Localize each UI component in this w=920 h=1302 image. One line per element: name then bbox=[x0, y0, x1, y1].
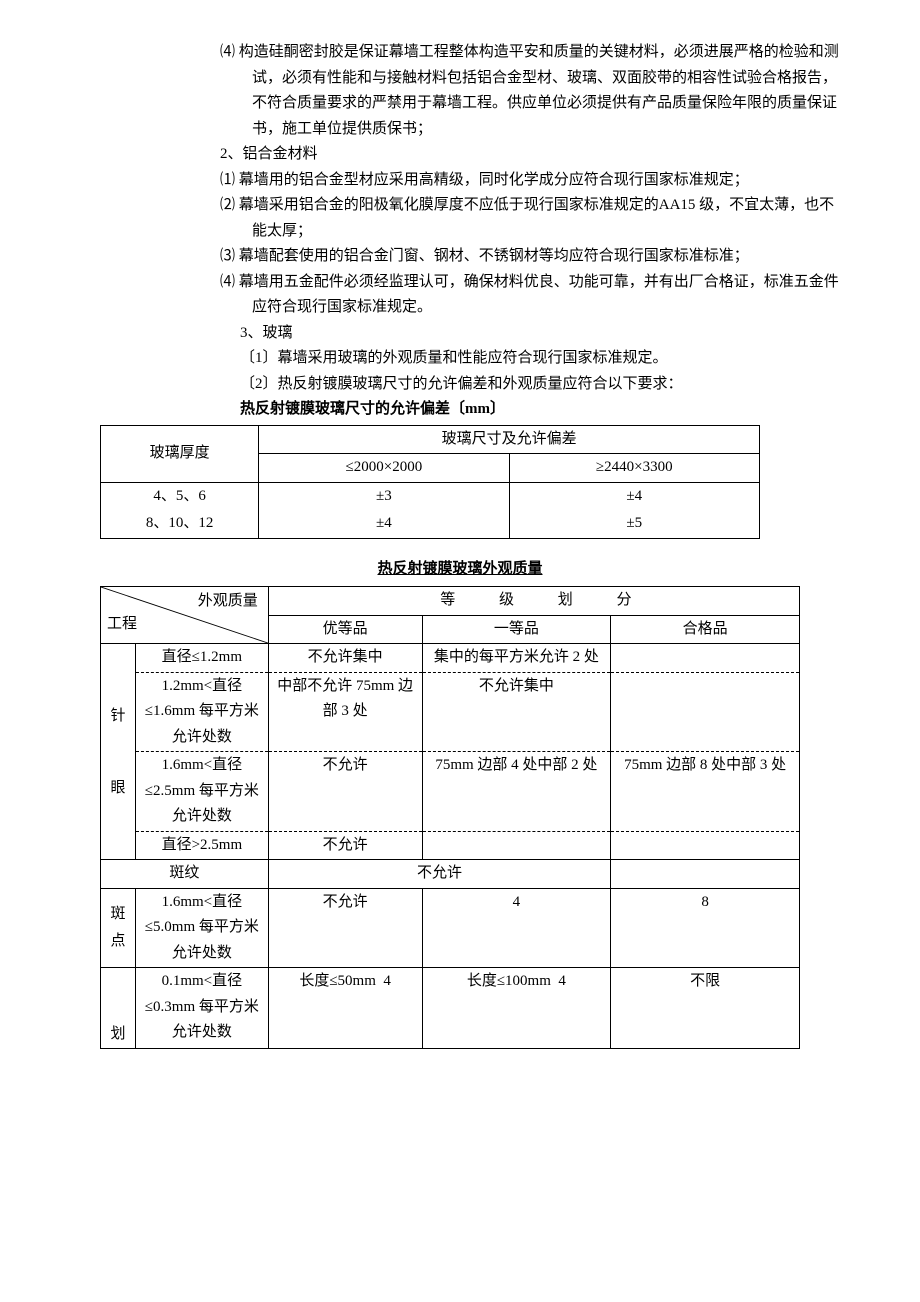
t2-grade-b: 一等品 bbox=[422, 615, 611, 644]
t2-grade-a: 优等品 bbox=[268, 615, 422, 644]
table-tolerance: 玻璃厚度 玻璃尺寸及允许偏差 ≤2000×2000 ≥2440×3300 4、5… bbox=[100, 425, 760, 539]
t2-r1-b: 集中的每平方米允许 2 处 bbox=[422, 644, 611, 673]
t2-cat-pinyan: 针眼 bbox=[101, 644, 136, 860]
t2-r2-c bbox=[611, 672, 800, 752]
t2-hua-param: 0.1mm<直径≤0.3mm 每平方米允许处数 bbox=[135, 968, 268, 1049]
t1-r2-thick: 8、10、12 bbox=[101, 510, 259, 538]
t2-diag-header: 外观质量 工程 bbox=[101, 587, 269, 644]
t2-r2-param: 1.2mm<直径≤1.6mm 每平方米允许处数 bbox=[135, 672, 268, 752]
t2-r2-b: 不允许集中 bbox=[422, 672, 611, 752]
t2-r3-a: 不允许 bbox=[268, 752, 422, 832]
t1-sub-2: ≥2440×3300 bbox=[509, 454, 759, 483]
t1-r1-c1: ±3 bbox=[259, 482, 509, 510]
t2-bd-b: 4 bbox=[422, 888, 611, 968]
t2-r4-b bbox=[422, 831, 611, 860]
t2-r3-b: 75mm 边部 4 处中部 2 处 bbox=[422, 752, 611, 832]
t1-r2-c1: ±4 bbox=[259, 510, 509, 538]
t2-banwen-ab: 不允许 bbox=[268, 860, 611, 889]
t2-r1-a: 不允许集中 bbox=[268, 644, 422, 673]
t1-sub-1: ≤2000×2000 bbox=[259, 454, 509, 483]
t2-cat-bandian: 斑点 bbox=[101, 888, 136, 968]
t2-r4-a: 不允许 bbox=[268, 831, 422, 860]
para-3-1: 〔1〕幕墙采用玻璃的外观质量和性能应符合现行国家标准规定。 bbox=[220, 346, 840, 372]
t2-r1-c bbox=[611, 644, 800, 673]
table1-title: 热反射镀膜玻璃尺寸的允许偏差〔mm〕 bbox=[220, 397, 840, 423]
t2-cat-hua: 划 bbox=[101, 968, 136, 1049]
t2-grade-c: 合格品 bbox=[611, 615, 800, 644]
para-1-4: ⑷ 构造硅酮密封胶是保证幕墙工程整体构造平安和质量的关键材料，必须进展严格的检验… bbox=[220, 40, 840, 142]
t2-banwen-c bbox=[611, 860, 800, 889]
t2-hua-b: 长度≤100mm 4 bbox=[422, 968, 611, 1049]
para-2-1: ⑴ 幕墙用的铝合金型材应采用高精级，同时化学成分应符合现行国家标准规定； bbox=[220, 168, 840, 194]
t2-r4-c bbox=[611, 831, 800, 860]
table1-wrap: 玻璃厚度 玻璃尺寸及允许偏差 ≤2000×2000 ≥2440×3300 4、5… bbox=[100, 425, 760, 539]
t2-r3-param: 1.6mm<直径≤2.5mm 每平方米允许处数 bbox=[135, 752, 268, 832]
t2-r2-a: 中部不允许 75mm 边部 3 处 bbox=[268, 672, 422, 752]
table2-title: 热反射镀膜玻璃外观质量 bbox=[80, 557, 840, 583]
table2-wrap: 外观质量 工程 等 级 划 分 优等品 一等品 合格品 针眼 直径≤1.2mm … bbox=[100, 586, 800, 1049]
t2-diag-top: 外观质量 bbox=[198, 589, 258, 615]
t1-head-size: 玻璃尺寸及允许偏差 bbox=[259, 425, 760, 454]
sec-2-title: 2、铝合金材料 bbox=[220, 142, 840, 168]
t2-r3-c: 75mm 边部 8 处中部 3 处 bbox=[611, 752, 800, 832]
t2-bd-param: 1.6mm<直径≤5.0mm 每平方米允许处数 bbox=[135, 888, 268, 968]
t2-r1-param: 直径≤1.2mm bbox=[135, 644, 268, 673]
t2-hua-a: 长度≤50mm 4 bbox=[268, 968, 422, 1049]
t2-r4-param: 直径>2.5mm bbox=[135, 831, 268, 860]
t1-head-thickness: 玻璃厚度 bbox=[101, 425, 259, 482]
t2-bd-c: 8 bbox=[611, 888, 800, 968]
para-2-2: ⑵ 幕墙采用铝合金的阳极氧化膜厚度不应低于现行国家标准规定的AA15 级，不宜太… bbox=[220, 193, 840, 244]
t2-diag-bottom: 工程 bbox=[107, 612, 137, 638]
table-quality: 外观质量 工程 等 级 划 分 优等品 一等品 合格品 针眼 直径≤1.2mm … bbox=[100, 586, 800, 1049]
sec-3-title: 3、玻璃 bbox=[220, 321, 840, 347]
t2-grade-span: 等 级 划 分 bbox=[268, 587, 799, 616]
para-2-3: ⑶ 幕墙配套使用的铝合金门窗、钢材、不锈钢材等均应符合现行国家标准标准； bbox=[220, 244, 840, 270]
t2-banwen-param: 斑纹 bbox=[101, 860, 269, 889]
para-3-2: 〔2〕热反射镀膜玻璃尺寸的允许偏差和外观质量应符合以下要求： bbox=[220, 372, 840, 398]
text-section: ⑷ 构造硅酮密封胶是保证幕墙工程整体构造平安和质量的关键材料，必须进展严格的检验… bbox=[220, 40, 840, 423]
t1-r2-c2: ±5 bbox=[509, 510, 759, 538]
t1-r1-c2: ±4 bbox=[509, 482, 759, 510]
t2-hua-c: 不限 bbox=[611, 968, 800, 1049]
para-2-4: ⑷ 幕墙用五金配件必须经监理认可，确保材料优良、功能可靠，并有出厂合格证，标准五… bbox=[220, 270, 840, 321]
t2-bd-a: 不允许 bbox=[268, 888, 422, 968]
t1-r1-thick: 4、5、6 bbox=[101, 482, 259, 510]
